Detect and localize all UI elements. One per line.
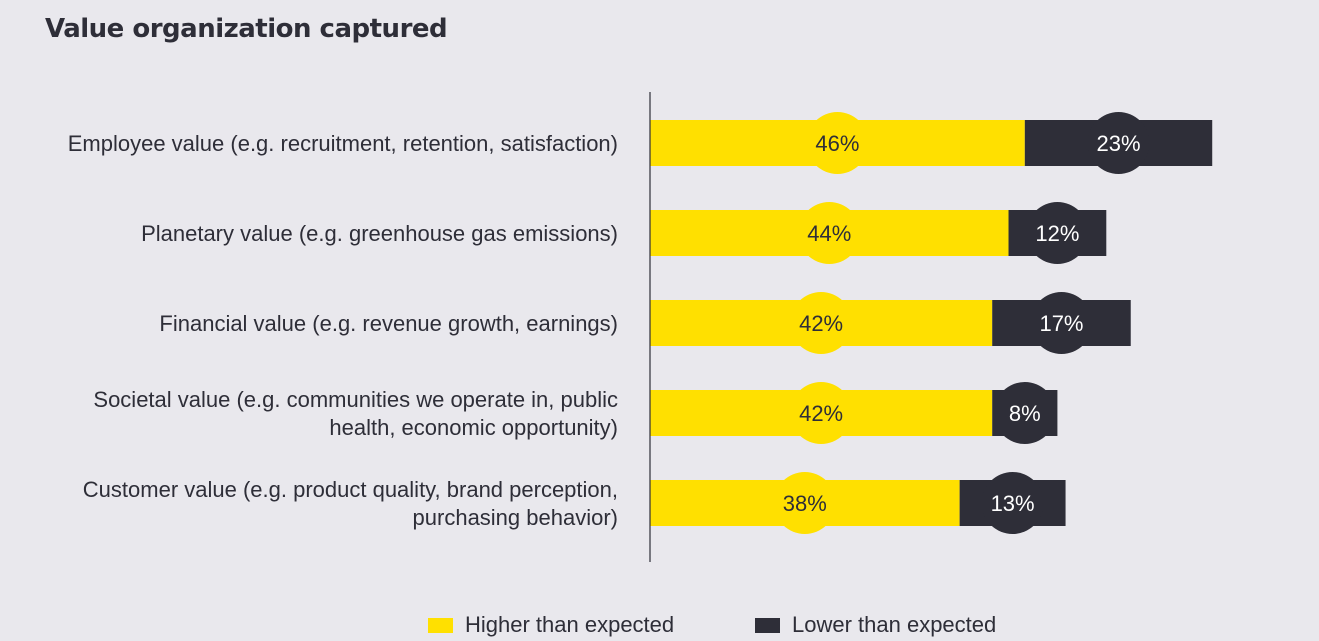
- data-label-lower-1: 12%: [1035, 221, 1079, 246]
- data-label-lower-4: 13%: [991, 491, 1035, 516]
- category-label-3-line-0: Societal value (e.g. communities we oper…: [93, 387, 618, 412]
- category-label-1: Planetary value (e.g. greenhouse gas emi…: [141, 221, 618, 246]
- label-bubble-lower-3: [993, 382, 1056, 444]
- label-bubble-lower-4: [981, 472, 1044, 534]
- legend-item-lower: Lower than expected: [755, 612, 996, 638]
- category-label-3-line-1: health, economic opportunity): [329, 415, 618, 440]
- label-bubble-higher-0: [806, 112, 869, 174]
- category-label-2: Financial value (e.g. revenue growth, ea…: [159, 311, 618, 336]
- label-bubble-higher-1: [798, 202, 861, 264]
- label-bubble-higher-3: [790, 382, 853, 444]
- data-label-higher-4: 38%: [783, 491, 827, 516]
- data-label-lower-3: 8%: [1009, 401, 1041, 426]
- data-label-higher-0: 46%: [815, 131, 859, 156]
- data-label-higher-3: 42%: [799, 401, 843, 426]
- data-label-lower-2: 17%: [1039, 311, 1083, 336]
- legend-label-higher: Higher than expected: [465, 612, 675, 637]
- bars-layer: 46% 23% 44% 12% 42% 17% 42% 8% 38% 13%: [650, 112, 1213, 534]
- label-bubble-lower-1: [1026, 202, 1089, 264]
- category-labels: Employee value (e.g. recruitment, retent…: [68, 131, 618, 530]
- legend-label-lower: Lower than expected: [792, 612, 997, 637]
- data-label-higher-1: 44%: [807, 221, 851, 246]
- label-bubble-lower-2: [1030, 292, 1093, 354]
- chart-title: Value organization captured: [45, 14, 448, 44]
- label-bubble-lower-0: [1087, 112, 1150, 174]
- category-label-4-line-0: Customer value (e.g. product quality, br…: [83, 477, 618, 502]
- label-bubble-higher-4: [773, 472, 836, 534]
- legend-item-higher: Higher than expected: [428, 612, 674, 638]
- category-label-0: Employee value (e.g. recruitment, retent…: [68, 131, 618, 156]
- legend-swatch-lower: [755, 617, 780, 633]
- data-label-lower-0: 23%: [1096, 131, 1140, 156]
- legend-swatch-higher: [428, 617, 453, 633]
- data-label-higher-2: 42%: [799, 311, 843, 336]
- category-label-4-line-1: purchasing behavior): [413, 505, 618, 530]
- label-bubble-higher-2: [790, 292, 853, 354]
